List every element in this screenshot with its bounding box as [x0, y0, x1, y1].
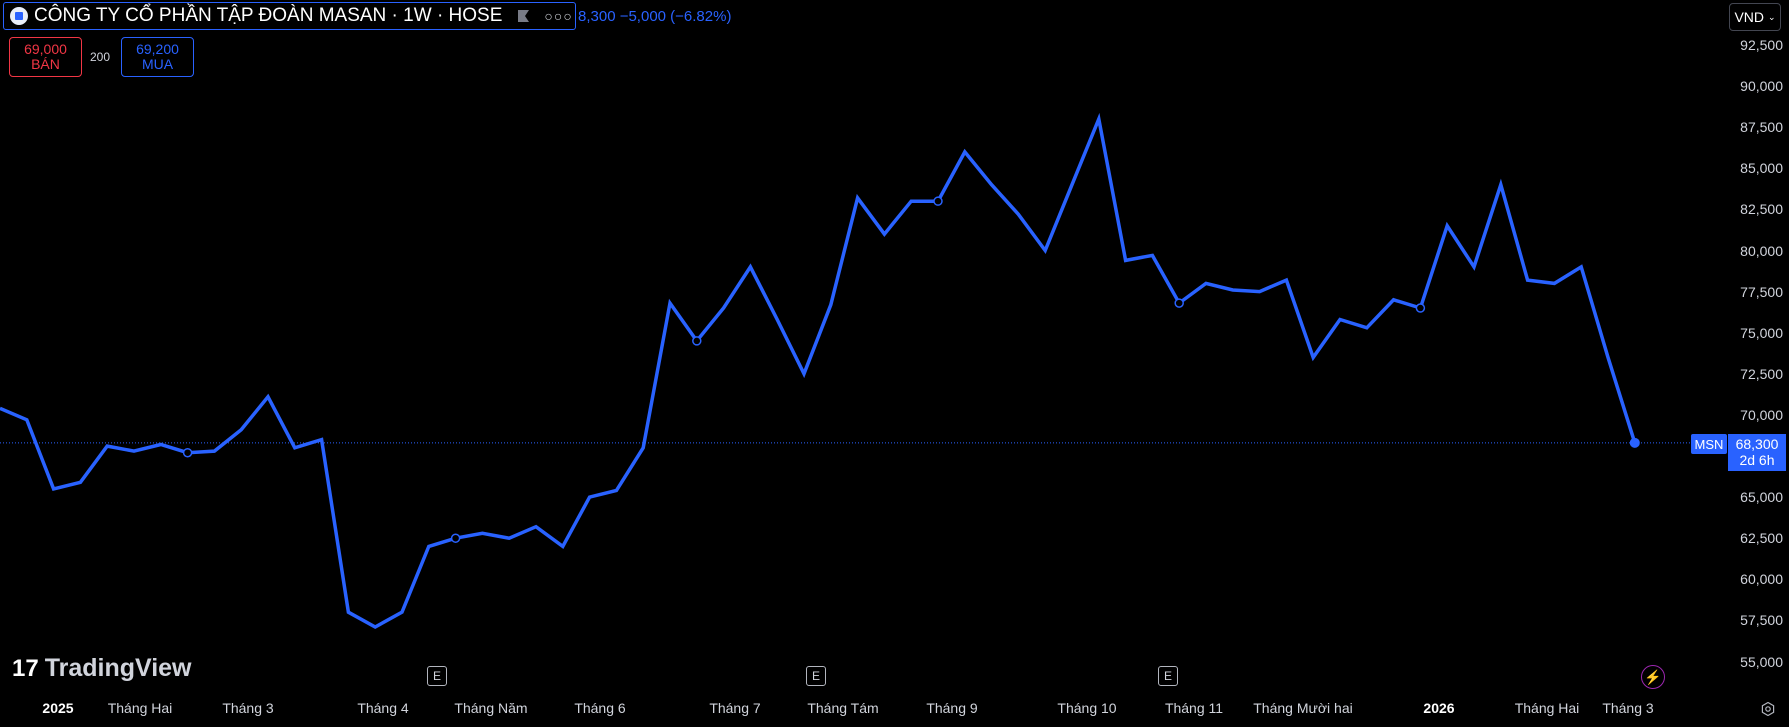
- x-tick-label: Tháng 11: [1164, 700, 1224, 716]
- x-tick-label: Tháng Năm: [454, 700, 528, 716]
- currency-selector[interactable]: VND ⌄: [1729, 3, 1781, 31]
- x-tick-label: Tháng Hai: [1514, 700, 1580, 716]
- y-tick-label: 57,500: [1740, 612, 1783, 629]
- symbol-price-tag: MSN: [1691, 434, 1727, 454]
- last-price-value: 68,300: [1735, 436, 1779, 452]
- sell-label: BÁN: [31, 56, 60, 72]
- x-tick-label: Tháng 3: [222, 700, 274, 716]
- y-tick-label: 75,000: [1740, 324, 1783, 341]
- y-tick-label: 70,000: [1740, 406, 1783, 423]
- spread-value: 200: [90, 50, 111, 64]
- more-options-icon[interactable]: ○○○: [544, 8, 573, 24]
- y-tick-label: 85,000: [1740, 160, 1783, 177]
- dividend-marker[interactable]: [692, 336, 702, 346]
- y-tick-label: 77,500: [1740, 283, 1783, 300]
- symbol-title: CÔNG TY CỔ PHẦN TẬP ĐOÀN MASAN · 1W · HO…: [34, 5, 503, 26]
- y-tick-label: 87,500: [1740, 119, 1783, 136]
- x-tick-label: 2026: [1423, 700, 1455, 716]
- y-tick-label: 55,000: [1740, 653, 1783, 670]
- tradingview-mark-icon: 17: [12, 654, 39, 682]
- x-tick-label: Tháng 3: [1602, 700, 1654, 716]
- sell-button[interactable]: 69,000 BÁN: [9, 37, 82, 77]
- x-tick-label: Tháng 4: [357, 700, 409, 716]
- company-logo-icon: [10, 7, 28, 25]
- chevron-down-icon: ⌄: [1768, 11, 1776, 22]
- x-tick-label: Tháng 6: [574, 700, 626, 716]
- last-price-label: 68,300 2d 6h: [1728, 434, 1786, 471]
- y-tick-label: 60,000: [1740, 571, 1783, 588]
- earnings-marker[interactable]: E: [806, 666, 826, 686]
- price-series-line[interactable]: [0, 112, 1637, 629]
- buy-label: MUA: [141, 56, 174, 72]
- y-tick-label: 62,500: [1740, 530, 1783, 547]
- buy-price: 69,200: [136, 41, 179, 57]
- flag-icon[interactable]: [516, 9, 530, 23]
- y-tick-label: 80,000: [1740, 242, 1783, 259]
- earnings-marker[interactable]: E: [1158, 666, 1178, 686]
- y-tick-label: 65,000: [1740, 489, 1783, 506]
- dividend-marker[interactable]: [1415, 303, 1426, 313]
- x-tick-label: Tháng Hai: [107, 700, 173, 716]
- sell-price: 69,000: [24, 41, 67, 57]
- y-tick-label: 90,000: [1740, 78, 1783, 95]
- x-tick-label: Tháng 9: [926, 700, 978, 716]
- tradingview-logo[interactable]: 17 TradingView: [12, 654, 192, 683]
- earnings-marker[interactable]: E: [427, 666, 447, 686]
- buy-button[interactable]: 69,200 MUA: [121, 37, 194, 77]
- x-tick-label: 2025: [42, 700, 74, 716]
- tradingview-wordmark: TradingView: [44, 654, 192, 682]
- lightning-icon[interactable]: ⚡: [1641, 665, 1665, 689]
- y-tick-label: 92,500: [1740, 37, 1783, 53]
- dividend-marker[interactable]: [1174, 298, 1184, 308]
- dividend-marker[interactable]: [182, 447, 193, 458]
- last-price-point: [1629, 437, 1640, 448]
- y-tick-label: 72,500: [1740, 365, 1783, 382]
- x-tick-label: Tháng 7: [709, 700, 761, 716]
- currency-label: VND: [1734, 9, 1764, 25]
- x-tick-label: Tháng 10: [1057, 700, 1117, 716]
- y-tick-label: 82,500: [1740, 201, 1783, 218]
- symbol-header[interactable]: CÔNG TY CỔ PHẦN TẬP ĐOÀN MASAN · 1W · HO…: [3, 2, 576, 30]
- dividend-marker[interactable]: [450, 533, 461, 543]
- x-tick-label: Tháng Mười hai: [1253, 700, 1353, 716]
- x-tick-label: Tháng Tám: [807, 700, 879, 716]
- price-change: 8,300 −5,000 (−6.82%): [578, 8, 732, 25]
- dividend-marker[interactable]: [933, 196, 943, 206]
- gear-icon[interactable]: [1761, 702, 1775, 716]
- bar-countdown: 2d 6h: [1739, 452, 1775, 468]
